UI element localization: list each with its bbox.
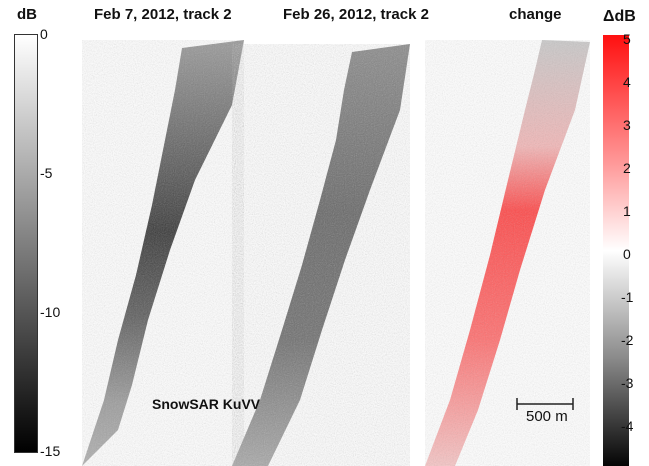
right-tick-1: 1 — [623, 203, 631, 219]
right-tick-2: 2 — [623, 160, 631, 176]
strip-feb7 — [82, 40, 244, 466]
left-tick-minus5: -5 — [40, 165, 53, 181]
right-tick-3: 3 — [623, 117, 631, 133]
strip-change — [425, 40, 590, 466]
right-tick-minus2: -2 — [621, 332, 634, 348]
panel-title-feb26: Feb 26, 2012, track 2 — [283, 6, 429, 23]
right-tick-minus1: -1 — [621, 289, 634, 305]
right-tick-minus3: -3 — [621, 375, 634, 391]
right-tick-0: 0 — [623, 246, 631, 262]
left-tick-minus15: -15 — [40, 443, 61, 459]
sensor-label: SnowSAR KuVV — [152, 396, 261, 412]
left-tick-minus10: -10 — [40, 304, 61, 320]
left-colorbar-unit: dB — [17, 6, 37, 23]
right-tick-minus4: -4 — [621, 418, 634, 434]
scale-bar-label: 500 m — [526, 408, 568, 425]
panel-title-change: change — [509, 6, 562, 23]
right-tick-5: 5 — [623, 31, 631, 47]
strip-feb26 — [232, 44, 410, 466]
scale-bar — [516, 398, 574, 410]
right-tick-4: 4 — [623, 74, 631, 90]
right-colorbar — [603, 35, 629, 466]
right-colorbar-unit: ΔdB — [603, 8, 636, 25]
left-tick-0: 0 — [40, 26, 48, 42]
left-colorbar — [14, 34, 38, 453]
panel-title-feb7: Feb 7, 2012, track 2 — [94, 6, 232, 23]
